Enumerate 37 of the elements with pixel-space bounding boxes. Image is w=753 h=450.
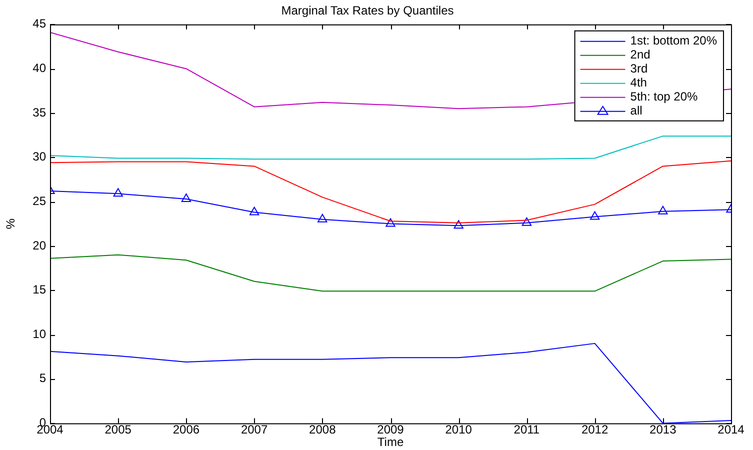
- y-tick-label: 25: [32, 194, 46, 208]
- y-tick-label: 15: [32, 282, 46, 297]
- x-tick-label: 2013: [650, 422, 677, 437]
- legend-label: 4th: [630, 76, 647, 90]
- x-tick-label: 2011: [514, 422, 540, 437]
- point: [113, 188, 123, 197]
- y-tick-label: 45: [32, 16, 46, 31]
- point: [590, 211, 600, 220]
- point: [318, 214, 328, 222]
- point: [658, 206, 668, 214]
- x-tick-label: 2014: [718, 422, 745, 437]
- point: [249, 206, 260, 216]
- y-axis-title: %: [4, 218, 18, 230]
- y-tick-label: 10: [32, 326, 46, 341]
- x-tick-label: 2012: [581, 422, 608, 437]
- point: [386, 218, 396, 227]
- legend-label: 5th: top 20%: [630, 90, 698, 104]
- x-tick-label: 2007: [240, 422, 268, 437]
- legend-label: 1st: bottom 20%: [630, 34, 718, 48]
- x-axis-title: Time: [377, 435, 404, 450]
- legend-label: 2nd: [630, 48, 650, 62]
- point: [181, 193, 192, 202]
- y-tick-label: 30: [32, 150, 46, 164]
- point: [454, 220, 464, 229]
- x-tick-label: 2008: [309, 422, 336, 437]
- legend-label: 3rd: [630, 62, 648, 76]
- legend-label: all: [630, 104, 642, 118]
- x-tick-label: 2009: [377, 422, 404, 437]
- y-tick-label: 40: [32, 61, 46, 76]
- chart-title: Marginal Tax Rates by Quantiles: [281, 4, 454, 18]
- point: [522, 217, 532, 226]
- x-tick-label: 2005: [104, 422, 132, 437]
- x-tick-label: 2010: [445, 422, 472, 437]
- y-tick-label: 20: [32, 238, 46, 252]
- y-tick-label: 5: [39, 371, 46, 386]
- y-tick-label: 35: [32, 105, 46, 120]
- x-tick-label: 2006: [172, 422, 200, 437]
